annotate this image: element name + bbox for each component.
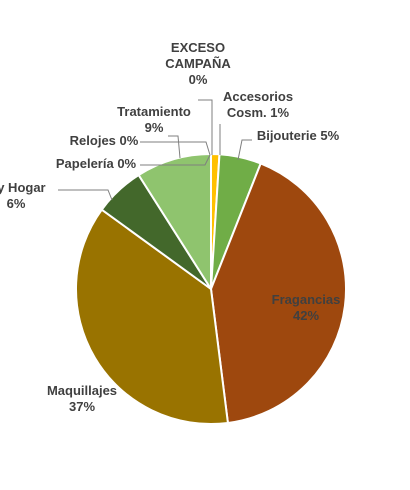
data-label-line: Accesorios	[223, 89, 293, 104]
data-label-line: Cosm. 1%	[227, 105, 290, 120]
data-label: Relojes 0%	[70, 133, 139, 148]
leader-line	[58, 189, 113, 201]
data-label-line: EXCESO	[171, 40, 225, 55]
data-label-line: 6%	[7, 196, 26, 211]
data-label: EXCESO CAMPAÑA 0%	[165, 40, 231, 87]
leader-lines	[58, 99, 252, 201]
leader-line	[168, 135, 181, 159]
data-label-line: 9%	[145, 120, 164, 135]
pie-slices	[74, 152, 347, 425]
data-label-line: 37%	[69, 399, 95, 414]
data-label: Fragancias 42%	[272, 292, 341, 323]
data-label-line: 42%	[293, 308, 319, 323]
leader-line	[237, 139, 252, 161]
leader-line	[198, 99, 213, 155]
data-labels: EXCESO CAMPAÑA 0%Accesorios Cosm. 1%Bijoute…	[0, 40, 340, 414]
data-label: Papelería 0%	[56, 156, 137, 171]
data-label-line: 0%	[189, 72, 208, 87]
data-label-line: CAMPAÑA	[165, 56, 231, 71]
data-label-line: Tratamiento	[117, 104, 191, 119]
pie-slice	[137, 152, 212, 293]
data-label: Maquillajes 37%	[47, 383, 117, 414]
data-label-line: Bijouterie 5%	[257, 128, 340, 143]
data-label: Bijouterie 5%	[257, 128, 340, 143]
data-label-line: Fragancias	[272, 292, 341, 307]
data-label-line: a y Hogar	[0, 180, 46, 195]
pie-slice	[74, 208, 230, 425]
leader-line	[140, 154, 211, 166]
data-label: Accesorios Cosm. 1%	[223, 89, 293, 120]
leader-line	[140, 141, 211, 156]
data-label-line: Maquillajes	[47, 383, 117, 398]
data-label-line: Papelería 0%	[56, 156, 137, 171]
data-label-line: Relojes 0%	[70, 133, 139, 148]
pie-slice	[209, 162, 347, 425]
data-label: Tratamiento 9%	[117, 104, 191, 135]
